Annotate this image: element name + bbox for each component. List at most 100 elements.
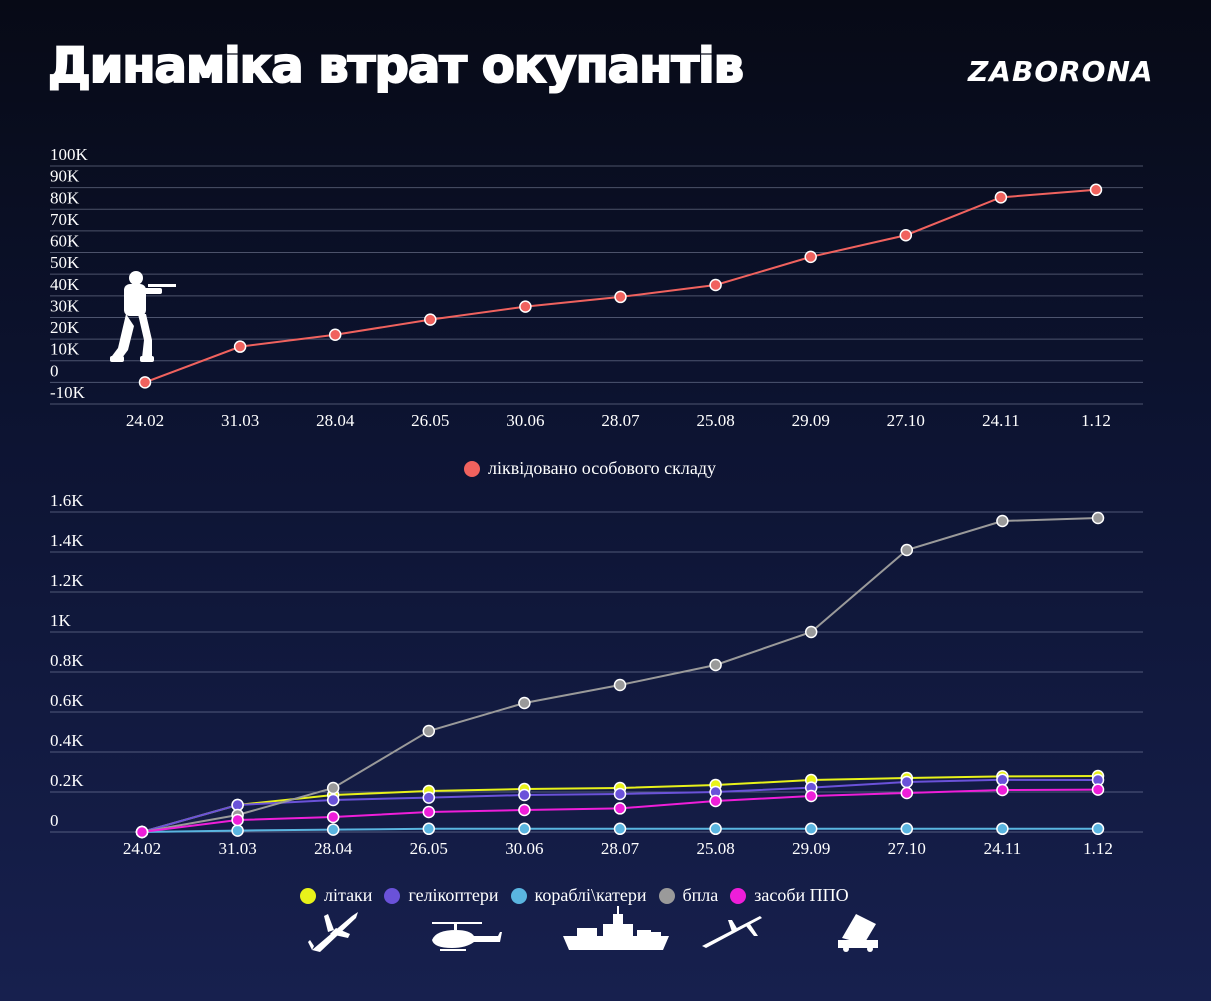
helicopter-icon [432,922,502,951]
y-tick-label: 60K [50,232,80,251]
x-tick-label: 28.04 [316,411,355,430]
legend-item-ships: кораблі\катери [510,885,647,906]
equipment-chart: 1.6K 1.4K 1.2K 1K 0.8K 0.6K 0.4K 0.2K 0 24.02 31.0… [50,491,1143,858]
data-point [804,789,818,803]
x-tick-label: 26.05 [410,839,448,858]
legend-dot [510,887,527,904]
x-tick-label: 29.09 [792,411,830,430]
data-point [614,290,627,304]
y-tick-label: 100K [50,145,89,164]
data-point [900,822,914,836]
data-point [709,278,722,292]
x-tick-label: 28.07 [601,411,640,430]
data-point [422,724,436,738]
x-tick-label: 24.11 [984,839,1022,858]
y-tick-label: 80K [50,188,80,207]
legend-item-drones: бпла [658,885,719,906]
data-point [135,825,149,839]
data-point [1091,783,1105,796]
y-tick-label: 30K [50,296,80,315]
data-point [804,822,818,836]
data-point [613,678,627,692]
series-line [144,188,1097,384]
data-point [422,791,436,804]
plane-icon [308,912,358,952]
legend-label: ліквідовано особового складу [488,458,717,478]
data-point [326,781,340,795]
legend-label: бпла [682,885,719,905]
casualties-chart: 100K 90K 80K 70K 60K 50K 40K 30K 20K 10K 0 -10K 24.0… [50,145,1143,430]
x-tick-label: 27.10 [888,839,926,858]
data-point [900,543,914,557]
x-tick-label: 25.08 [696,411,734,430]
data-point [424,313,437,326]
x-tick-label: 25.08 [696,839,734,858]
data-point [1089,183,1103,197]
data-point [422,822,436,836]
x-tick-label: 27.10 [887,411,925,430]
data-point [900,775,914,789]
x-tick-label: 24.02 [123,839,161,858]
y-tick-label: 0.2K [50,771,84,790]
legend-dot [730,887,747,904]
x-tick-label: 28.04 [314,839,353,858]
y-tick-label: 40K [50,275,80,294]
data-point [613,787,627,801]
x-tick-label: 1.12 [1083,839,1113,858]
legend-dot [300,887,316,904]
data-point [1091,822,1105,836]
data-point [518,696,531,710]
legend-item-helicopters: гелікоптери [384,885,499,906]
y-tick-label: 20K [50,318,80,337]
brand-logo: ZABORONA [968,55,1154,88]
y-tick-label: 1.6K [50,491,84,510]
y-tick-label: 90K [50,167,80,186]
y-tick-label: 1.2K [50,571,84,590]
data-point [233,340,247,353]
data-point [996,773,1009,787]
y-tick-label: -10K [50,383,86,402]
data-point [326,823,340,836]
data-point [709,794,722,808]
data-point [231,824,244,837]
y-tick-label: 70K [50,210,80,229]
data-point [996,822,1009,836]
x-tick-label: 24.11 [982,411,1020,430]
legend-equipment: літаки гелікоптери кораблі\катери бпла з… [300,885,861,906]
data-point [994,191,1008,204]
data-point [519,300,532,313]
legend-dot [384,887,401,904]
data-point [804,250,817,264]
data-point [328,328,342,342]
data-point [518,803,531,817]
y-tick-label: 0 [50,361,59,380]
x-tick-label: 24.02 [126,411,164,430]
x-tick-label: 29.09 [792,839,830,858]
data-point [326,810,340,824]
y-tick-label: 0.6K [50,691,84,710]
data-point [613,802,627,815]
ship-icon [563,906,669,950]
legend-dot [464,460,480,477]
page-title: Динаміка втрат окупантів [47,37,745,95]
legend-item-air-defense: засоби ППО [730,885,849,906]
soldier-icon [110,271,176,362]
x-tick-label: 28.07 [601,839,640,858]
data-point [709,822,722,836]
data-point [996,514,1009,528]
x-tick-label: 1.12 [1081,411,1111,430]
data-point [231,813,244,827]
legend-item: ліквідовано особового складу [464,458,716,479]
data-point [804,625,818,639]
data-point [138,376,152,389]
y-tick-label: 1.4K [50,531,84,550]
y-tick-label: 1K [50,611,72,630]
drone-icon [702,916,762,948]
x-tick-label: 26.05 [411,411,449,430]
legend-item-planes: літаки [300,885,372,906]
y-tick-label: 0.4K [50,731,84,750]
data-point [422,805,436,819]
data-point [900,786,914,800]
legend-label: гелікоптери [408,885,499,905]
legend-label: засоби ППО [754,885,849,905]
